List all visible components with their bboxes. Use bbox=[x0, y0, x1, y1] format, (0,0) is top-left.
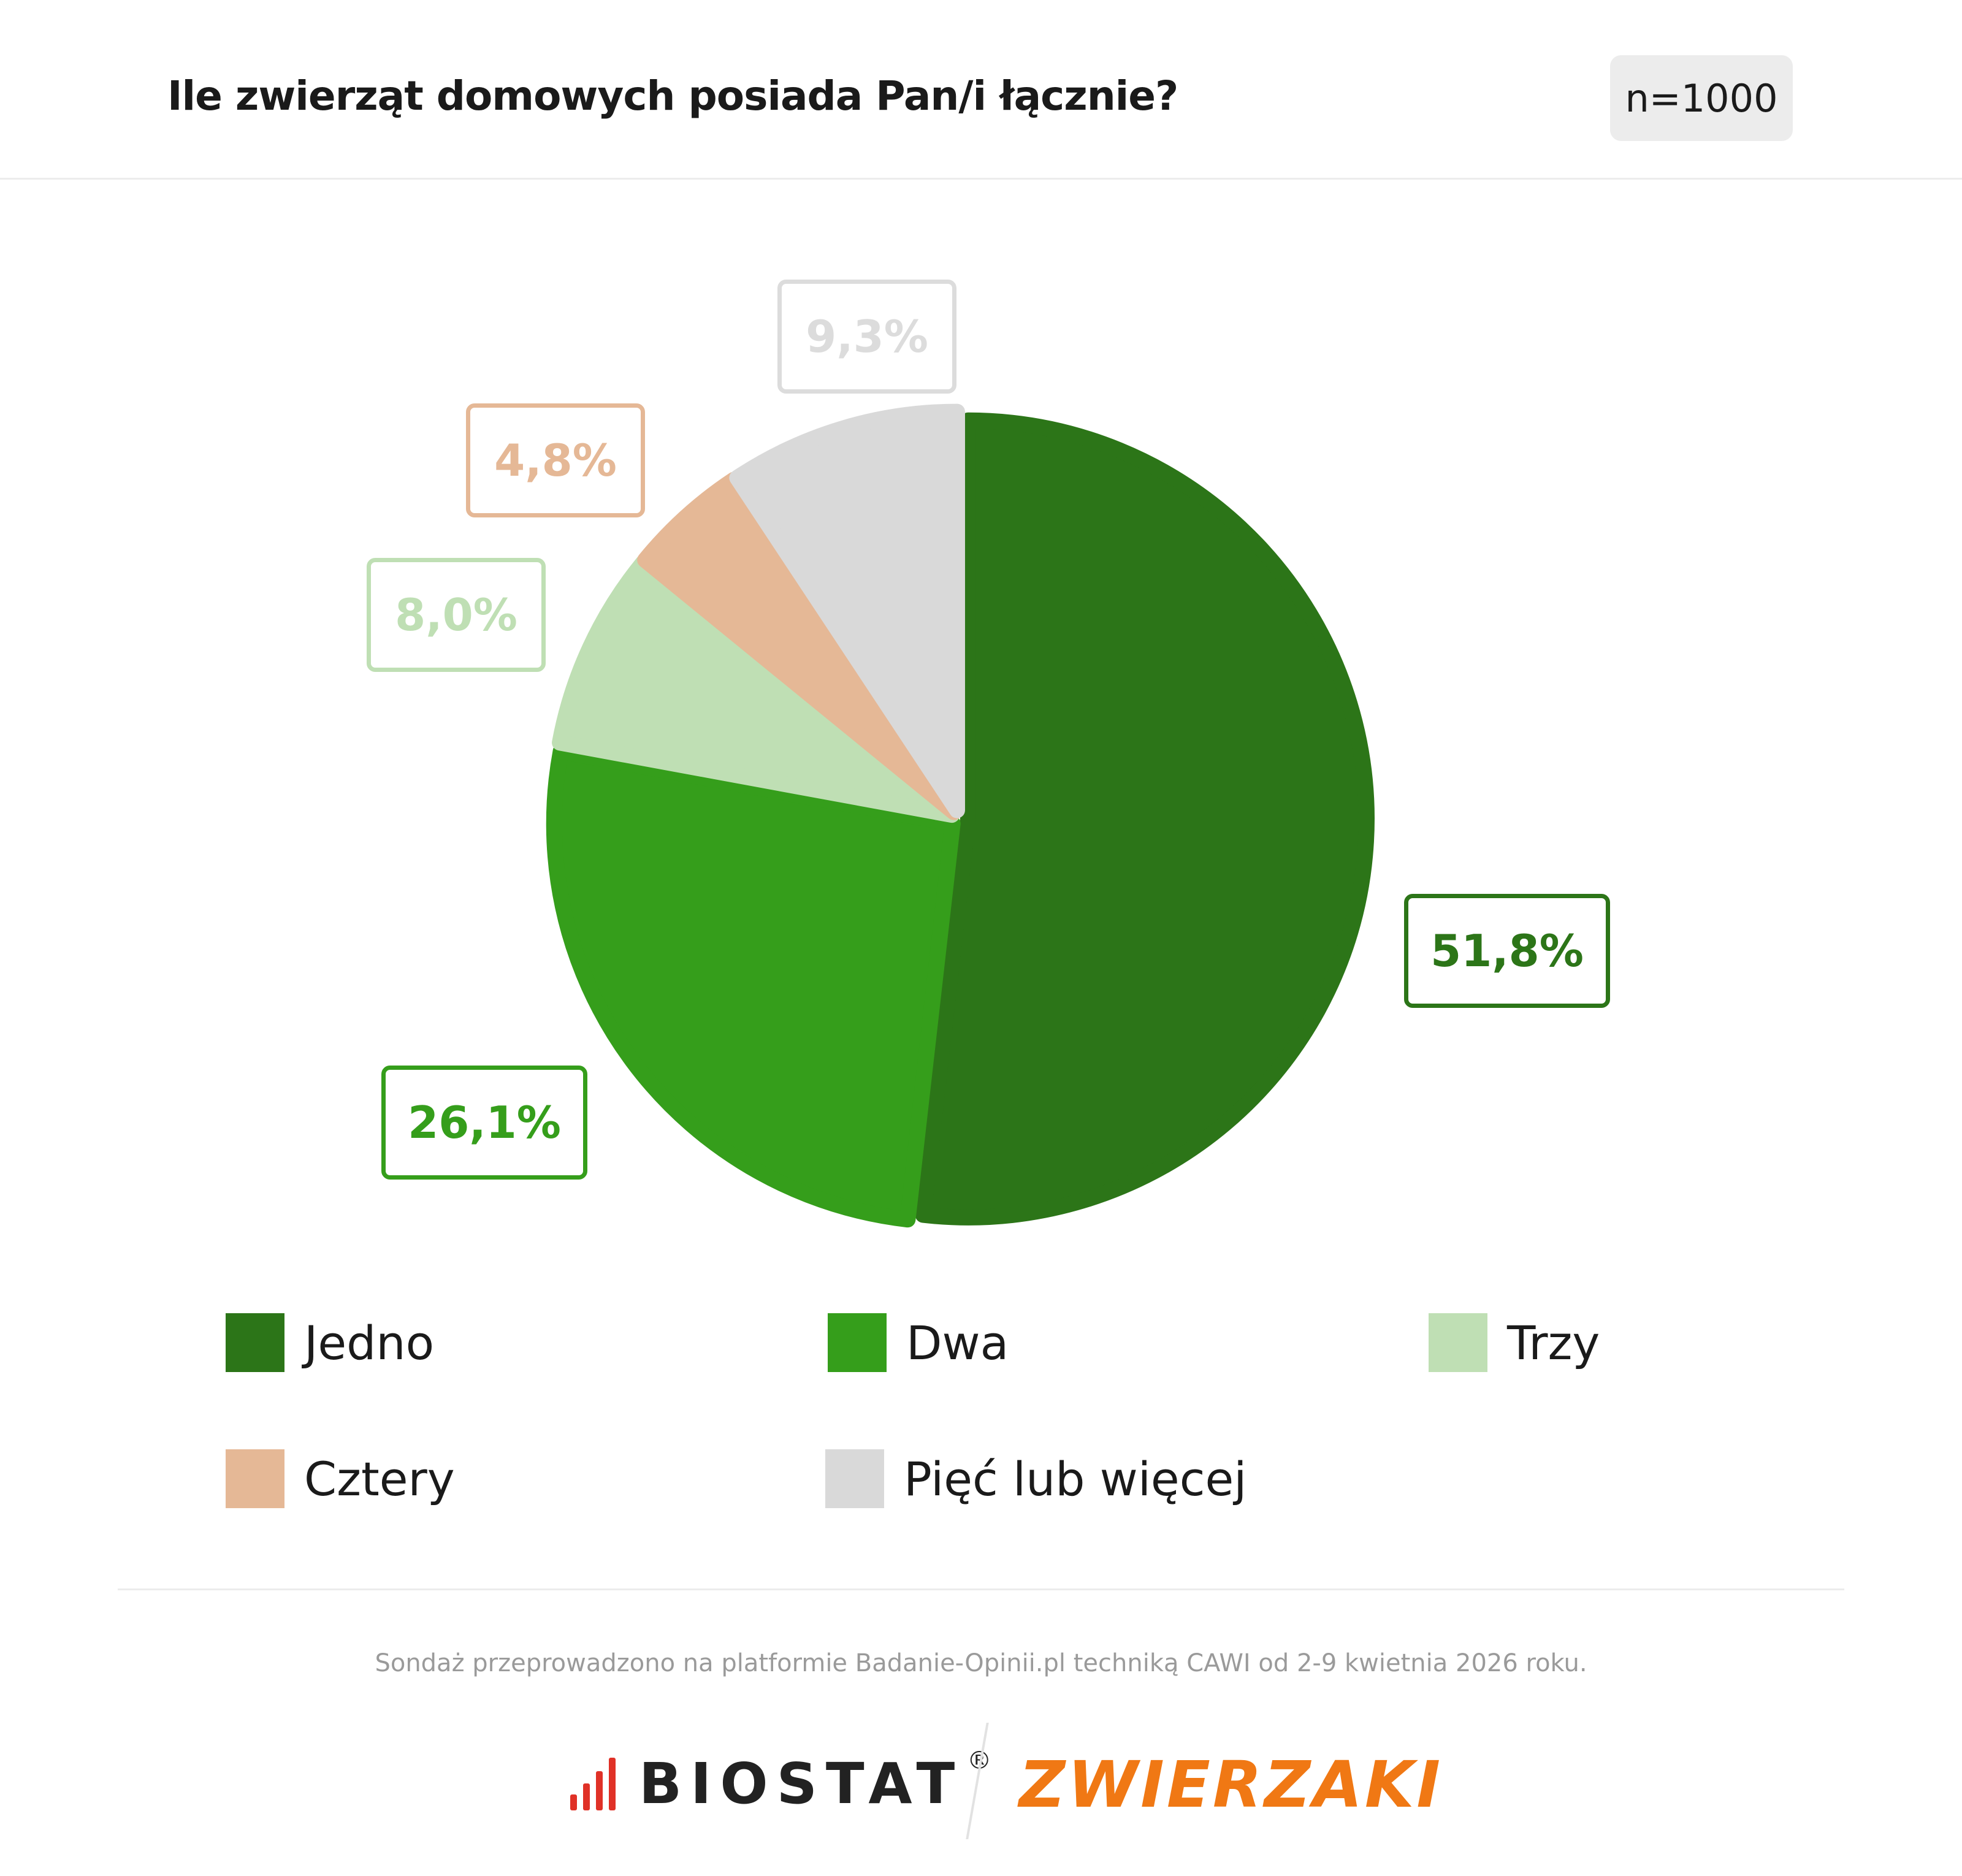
pie-chart bbox=[546, 403, 1375, 1228]
legend-swatch bbox=[226, 1313, 284, 1372]
value-label-trzy: 8,0% bbox=[367, 558, 546, 672]
header: Ile zwierząt domowych posiada Pan/i łącz… bbox=[0, 0, 1962, 180]
biostat-wordmark: BIOSTAT bbox=[639, 1751, 964, 1817]
value-label-cztery: 4,8% bbox=[466, 403, 645, 517]
slice-jedno bbox=[915, 412, 1375, 1226]
source-note: Sondaż przeprowadzono na platformie Bada… bbox=[375, 1649, 1587, 1677]
zwierzaki-logo: ZWIERZAKI bbox=[1019, 1747, 1443, 1822]
legend-cztery: Cztery bbox=[226, 1448, 455, 1509]
legend-piec-lub-wiecej: Pięć lub więcej bbox=[825, 1448, 1246, 1509]
legend-swatch bbox=[1429, 1313, 1487, 1372]
value-label-piec-lub-wiecej: 9,3% bbox=[777, 280, 956, 394]
logos: BIOSTAT ® ZWIERZAKI bbox=[0, 1723, 1962, 1845]
legend-dwa: Dwa bbox=[828, 1312, 1009, 1373]
legend-trzy: Trzy bbox=[1429, 1312, 1600, 1373]
footer-divider bbox=[118, 1588, 1844, 1590]
legend-label: Jedno bbox=[304, 1315, 435, 1370]
value-label-jedno: 51,8% bbox=[1404, 894, 1610, 1008]
legend-label: Pięć lub więcej bbox=[904, 1451, 1247, 1506]
legend-swatch bbox=[226, 1449, 284, 1508]
slice-trzy bbox=[552, 554, 960, 823]
value-label-dwa: 26,1% bbox=[381, 1066, 587, 1180]
slice-dwa bbox=[546, 743, 961, 1228]
legend-label: Dwa bbox=[906, 1315, 1009, 1370]
legend-jedno: Jedno bbox=[226, 1312, 434, 1373]
legend-label: Trzy bbox=[1507, 1315, 1600, 1370]
slice-piec-lub-wiecej bbox=[729, 403, 965, 818]
biostat-logo: BIOSTAT ® bbox=[570, 1747, 991, 1817]
legend-swatch bbox=[825, 1449, 884, 1508]
sample-size-badge: n=1000 bbox=[1610, 55, 1793, 141]
chart-title: Ile zwierząt domowych posiada Pan/i łącz… bbox=[167, 72, 1178, 120]
legend-swatch bbox=[828, 1313, 887, 1372]
legend-label: Cztery bbox=[304, 1451, 455, 1506]
signal-bars-icon bbox=[570, 1757, 622, 1810]
